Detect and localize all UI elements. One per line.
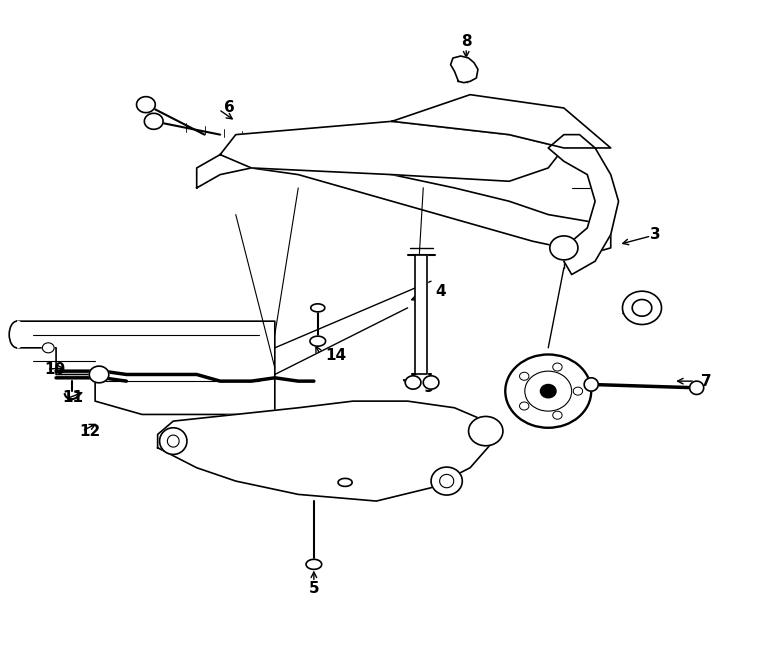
Circle shape: [573, 387, 583, 395]
Polygon shape: [158, 401, 494, 501]
Ellipse shape: [338, 478, 352, 486]
Circle shape: [520, 402, 529, 410]
Text: 7: 7: [701, 373, 711, 389]
Text: 11: 11: [62, 390, 83, 405]
Ellipse shape: [584, 378, 598, 391]
Ellipse shape: [42, 343, 54, 353]
Circle shape: [553, 411, 562, 419]
Ellipse shape: [89, 366, 109, 383]
Text: 14: 14: [325, 349, 347, 363]
Text: 13: 13: [365, 488, 386, 503]
Ellipse shape: [9, 321, 25, 348]
Ellipse shape: [431, 467, 463, 495]
Text: 2: 2: [646, 297, 657, 312]
Polygon shape: [416, 254, 427, 375]
Circle shape: [144, 113, 163, 129]
Polygon shape: [451, 56, 478, 83]
Circle shape: [553, 363, 562, 371]
Text: 1: 1: [575, 383, 586, 399]
Circle shape: [136, 96, 155, 112]
Ellipse shape: [632, 300, 652, 316]
Circle shape: [423, 376, 439, 389]
Ellipse shape: [310, 336, 325, 346]
Circle shape: [540, 385, 556, 398]
Text: 5: 5: [309, 581, 319, 597]
Circle shape: [520, 372, 529, 380]
Polygon shape: [17, 321, 275, 415]
Circle shape: [550, 236, 578, 260]
Text: 6: 6: [224, 100, 234, 116]
Ellipse shape: [690, 381, 704, 395]
Ellipse shape: [310, 304, 325, 312]
Text: 12: 12: [79, 423, 101, 439]
Polygon shape: [220, 121, 564, 181]
Circle shape: [469, 416, 503, 446]
Text: 4: 4: [435, 284, 445, 298]
Polygon shape: [197, 155, 611, 254]
Text: 3: 3: [650, 227, 660, 242]
Polygon shape: [392, 94, 611, 148]
Text: 8: 8: [461, 34, 471, 49]
Circle shape: [505, 355, 591, 427]
Polygon shape: [548, 134, 619, 274]
Ellipse shape: [622, 291, 662, 324]
Ellipse shape: [306, 559, 321, 569]
Circle shape: [405, 376, 421, 389]
Ellipse shape: [160, 427, 187, 454]
Text: 9: 9: [423, 380, 434, 395]
Text: 10: 10: [45, 362, 66, 377]
Circle shape: [524, 371, 572, 411]
